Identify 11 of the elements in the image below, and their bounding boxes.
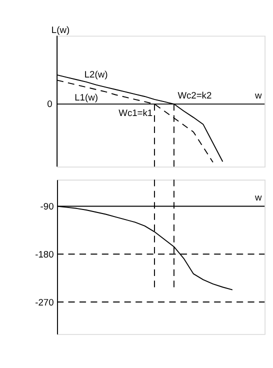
x-axis-title: w (254, 90, 262, 100)
series-label: L1(w) (74, 92, 98, 102)
y-axis-title: L(w) (51, 24, 70, 35)
y-tick-label: -270 (35, 297, 54, 308)
y-tick-label: -90 (40, 202, 54, 212)
y-tick-label: -180 (35, 249, 54, 260)
series-label: L2(w) (84, 69, 108, 80)
annotation: Wc2=k2 (178, 90, 212, 100)
x-axis-title: w (254, 192, 262, 203)
text: 0 (47, 98, 52, 109)
annotation: Wc1=k1 (118, 108, 153, 118)
